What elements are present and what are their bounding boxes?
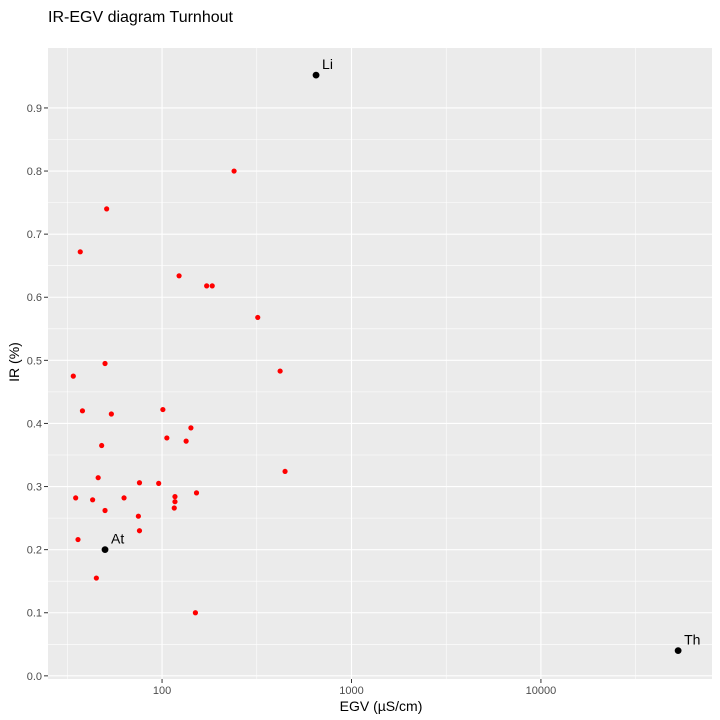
sample-point — [136, 480, 143, 486]
reference-label-at: At — [111, 531, 124, 547]
sample-point — [176, 273, 182, 279]
x-tick-label: 100 — [153, 685, 171, 697]
y-tick-label: 0.8 — [27, 166, 42, 178]
chart-title: IR-EGV diagram Turnhout — [48, 9, 234, 26]
major-gridlines — [48, 48, 712, 679]
sample-point — [172, 499, 178, 505]
y-tick-label: 0.9 — [27, 103, 42, 115]
reference-point-at — [101, 546, 109, 554]
sample-point — [193, 490, 200, 496]
y-tick-label: 0.5 — [27, 355, 42, 367]
sample-point — [102, 507, 108, 514]
sample-point — [164, 435, 170, 441]
sample-point — [135, 513, 141, 519]
sample-point — [156, 480, 162, 486]
y-axis-title: IR (%) — [6, 342, 22, 382]
sample-points — [70, 168, 288, 616]
sample-point — [99, 442, 105, 449]
sample-point — [108, 411, 114, 417]
sample-point — [90, 497, 96, 503]
sample-point — [136, 528, 143, 534]
x-axis-title: EGV (µS/cm) — [340, 698, 423, 714]
y-tick-label: 0.3 — [27, 482, 42, 494]
sample-point — [160, 406, 166, 413]
x-tick-label: 10000 — [526, 685, 557, 697]
sample-point — [77, 249, 83, 255]
sample-point — [172, 494, 178, 500]
sample-point — [171, 505, 177, 511]
y-tick-label: 0.1 — [27, 608, 42, 620]
reference-points: Li At Th — [101, 56, 700, 655]
reference-point-th — [674, 647, 682, 655]
plot-panel — [48, 48, 712, 679]
sample-point — [70, 373, 76, 379]
sample-point — [73, 495, 79, 501]
reference-point-li — [312, 71, 320, 79]
sample-point — [183, 438, 189, 444]
sample-point — [209, 283, 215, 289]
sample-point — [102, 360, 108, 367]
sample-point — [93, 575, 99, 581]
reference-label-li: Li — [322, 56, 333, 72]
sample-point — [231, 168, 237, 174]
x-tick-label: 1000 — [339, 685, 363, 697]
sample-point — [282, 468, 288, 475]
reference-label-th: Th — [684, 632, 700, 648]
y-tick-label: 0.2 — [27, 545, 42, 557]
y-tick-label: 0.0 — [27, 671, 42, 683]
sample-point — [192, 610, 199, 616]
sample-point — [188, 425, 194, 431]
sample-point — [95, 475, 101, 481]
y-tick-label: 0.4 — [27, 418, 42, 430]
sample-point — [121, 495, 127, 501]
sample-point — [255, 314, 261, 321]
axis-ticks: 0.0 0.1 0.2 0.3 0.4 0.5 0.6 0.7 0.8 0.9 100 1000 100… — [27, 103, 557, 697]
sample-point — [277, 368, 283, 374]
sample-point — [79, 408, 86, 414]
sample-point — [75, 536, 81, 543]
y-tick-label: 0.7 — [27, 229, 42, 241]
sample-point — [104, 206, 110, 212]
y-tick-label: 0.6 — [27, 292, 42, 304]
minor-gridlines — [48, 48, 712, 679]
sample-point — [204, 283, 210, 289]
